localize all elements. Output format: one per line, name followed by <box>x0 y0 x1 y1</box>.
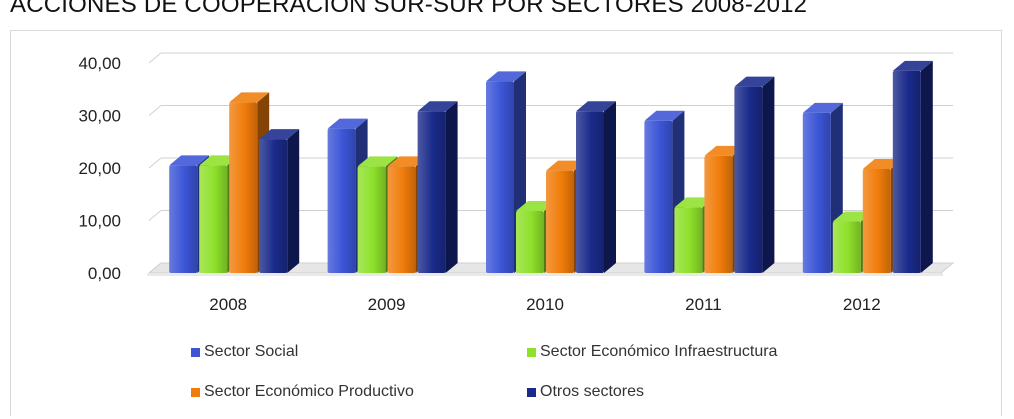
bar-front <box>704 155 733 273</box>
gridline-diag <box>148 157 162 169</box>
bar-top <box>229 92 270 103</box>
bar-side <box>604 101 616 273</box>
x-axis-ticks: 2008 2009 2010 2011 2012 <box>209 295 880 314</box>
legend-label: Sector Económico Infraestructura <box>540 343 778 360</box>
x-tick-label: 2011 <box>685 295 722 314</box>
y-axis-ticks: 0,00 10,00 20,00 30,00 40,00 <box>78 54 121 283</box>
legend-swatch <box>191 387 200 397</box>
bar-chart: 0,00 10,00 20,00 30,00 40,00 2008 2009 2010 201… <box>78 52 955 314</box>
y-tick-label: 10,00 <box>78 212 121 231</box>
x-tick-label: 2008 <box>209 295 247 314</box>
bar-front <box>486 81 514 273</box>
bar-front <box>169 165 198 273</box>
x-tick-label: 2010 <box>526 295 564 314</box>
legend-swatch <box>527 387 536 397</box>
y-tick-label: 20,00 <box>78 159 121 178</box>
bar-top <box>417 101 458 112</box>
bar-front <box>862 169 891 273</box>
y-tick-label: 0,00 <box>88 264 121 283</box>
bar-side <box>445 101 458 273</box>
bar-top <box>802 102 843 113</box>
x-tick-label: 2009 <box>368 295 406 314</box>
legend-label: Sector Social <box>204 343 299 360</box>
legend-label: Otros sectores <box>540 383 645 400</box>
bar-top <box>576 101 616 112</box>
bar-top <box>734 76 775 87</box>
gridline-diag <box>148 52 162 64</box>
bar <box>417 101 458 273</box>
legend-item-infraestructura: Sector Económico Infraestructura <box>527 343 777 361</box>
bar-front <box>576 111 604 273</box>
bar <box>892 60 933 273</box>
bar-top <box>644 110 685 121</box>
bar-front <box>734 86 763 273</box>
bar <box>576 101 616 273</box>
bar-front <box>546 170 574 273</box>
gridline-diag <box>148 105 162 116</box>
legend-item-productivo: Sector Económico Productivo <box>191 383 414 401</box>
bar-top <box>486 71 526 82</box>
bar-side <box>762 76 775 273</box>
bar-front <box>417 111 446 273</box>
bars <box>169 60 933 273</box>
bar-side <box>920 60 933 273</box>
legend-label: Sector Económico Productivo <box>204 383 414 400</box>
bar-front <box>387 166 416 273</box>
y-tick-label: 30,00 <box>78 107 121 126</box>
chart-frame: 0,00 10,00 20,00 30,00 40,00 2008 2009 2010 201… <box>10 30 1002 416</box>
bar-front <box>327 128 356 273</box>
bar-front <box>644 120 673 273</box>
bar-top <box>357 156 398 167</box>
legend-swatch <box>191 347 200 357</box>
bar-top <box>259 129 300 140</box>
legend-item-otros: Otros sectores <box>527 383 644 401</box>
x-tick-label: 2012 <box>843 295 881 314</box>
bar-front <box>357 166 386 273</box>
bar-top <box>892 60 933 71</box>
bar-front <box>892 70 921 273</box>
bar-front <box>516 211 544 273</box>
floor-edge <box>147 273 943 276</box>
bar-top <box>169 155 210 166</box>
chart-title: ACCIONES DE COOPERACIÓN SUR-SUR POR SECT… <box>10 0 808 18</box>
bar-top <box>327 118 368 129</box>
gridline-diag <box>148 210 162 221</box>
bar-front <box>259 139 288 273</box>
y-tick-label: 40,00 <box>78 54 121 73</box>
bar <box>259 129 300 273</box>
bar-front <box>674 207 703 273</box>
bar-front <box>802 112 831 273</box>
bar-front <box>832 221 861 273</box>
legend-swatch <box>527 347 536 357</box>
bar <box>734 76 775 273</box>
bar-side <box>287 129 300 273</box>
bar-front <box>229 102 258 273</box>
bar-front <box>199 165 228 273</box>
legend-item-sector-social: Sector Social <box>191 343 298 361</box>
